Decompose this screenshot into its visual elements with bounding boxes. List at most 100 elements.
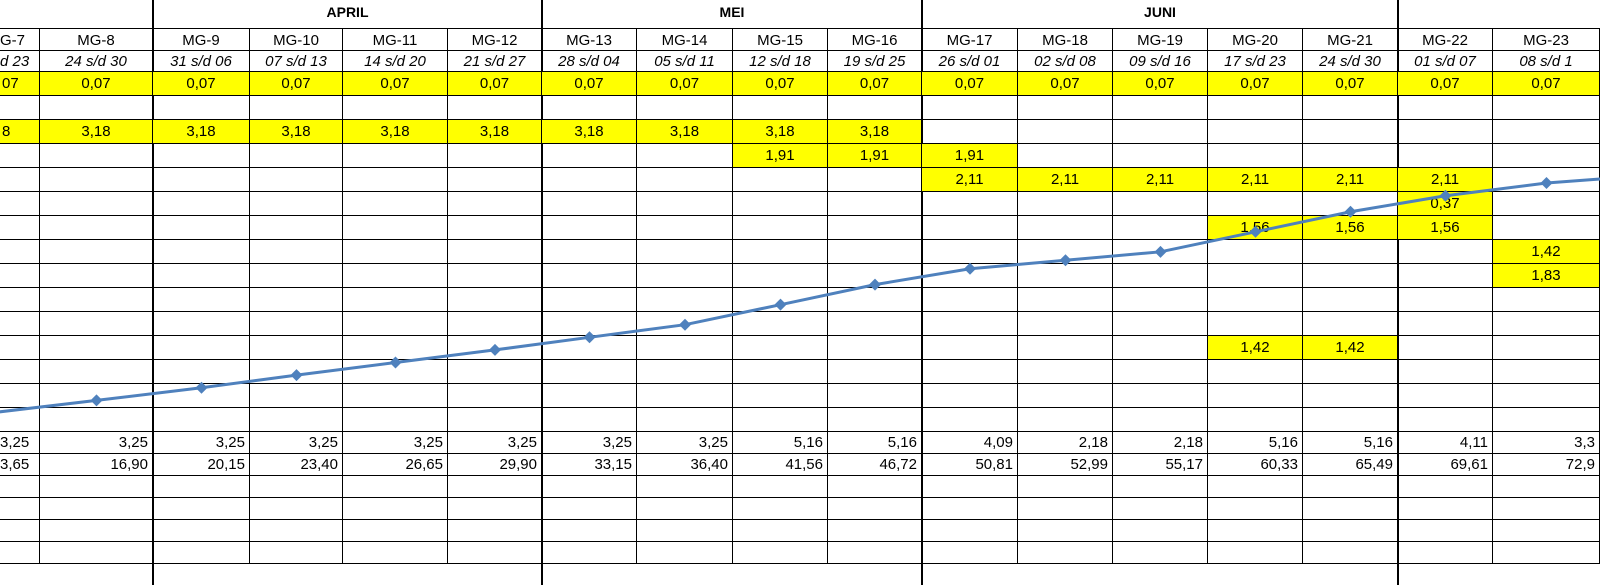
- schedule-cell: [1113, 96, 1208, 120]
- week-period: 21 s/d 27: [448, 51, 542, 72]
- weekly-total: 3,3: [1493, 432, 1600, 454]
- empty-cell: [1018, 520, 1113, 542]
- week-code-header: MG-10: [250, 29, 343, 51]
- schedule-cell: [922, 96, 1018, 120]
- empty-cell: [542, 476, 637, 498]
- schedule-cell: [922, 240, 1018, 264]
- month-label: JUNI: [1144, 4, 1176, 20]
- schedule-cell: [1398, 240, 1493, 264]
- schedule-cell: [40, 288, 153, 312]
- schedule-cell: [1208, 240, 1303, 264]
- week-code-header: MG-19: [1113, 29, 1208, 51]
- schedule-cell: [153, 264, 250, 288]
- schedule-cell: [40, 96, 153, 120]
- week-period: d 23: [0, 51, 40, 72]
- cumulative-total: 65,49: [1303, 454, 1398, 476]
- empty-cell: [1018, 542, 1113, 564]
- schedule-cell: [343, 168, 448, 192]
- schedule-cell: [250, 408, 343, 432]
- week-code-header: MG-8: [40, 29, 153, 51]
- schedule-cell: [250, 312, 343, 336]
- work-item-weight: 3,18: [733, 120, 828, 144]
- schedule-cell: [153, 408, 250, 432]
- empty-cell: [40, 520, 153, 542]
- schedule-cell: [542, 168, 637, 192]
- schedule-cell: [0, 408, 40, 432]
- schedule-cell: [1398, 120, 1493, 144]
- work-item-weight: 1,42: [1493, 240, 1600, 264]
- work-item-weight: 1,91: [922, 144, 1018, 168]
- schedule-cell: [1398, 264, 1493, 288]
- work-item-weight: 3,18: [250, 120, 343, 144]
- empty-cell: [1303, 542, 1398, 564]
- week-period: 05 s/d 11: [637, 51, 733, 72]
- schedule-cell: [542, 192, 637, 216]
- weekly-total: 3,25: [40, 432, 153, 454]
- empty-cell: [1113, 542, 1208, 564]
- work-item-weight: 1,56: [1303, 216, 1398, 240]
- empty-cell: [153, 520, 250, 542]
- schedule-cell: [637, 240, 733, 264]
- schedule-cell: [250, 192, 343, 216]
- schedule-cell: [1018, 288, 1113, 312]
- schedule-cell: [1208, 288, 1303, 312]
- schedule-cell: [153, 336, 250, 360]
- schedule-cell: [250, 240, 343, 264]
- empty-cell: [1113, 498, 1208, 520]
- empty-cell: [153, 542, 250, 564]
- week-period: 24 s/d 30: [1303, 51, 1398, 72]
- weekly-total: 3,25: [250, 432, 343, 454]
- schedule-cell: [343, 216, 448, 240]
- schedule-cell: [1303, 264, 1398, 288]
- empty-cell: [40, 542, 153, 564]
- empty-cell: [733, 542, 828, 564]
- schedule-cell: [637, 384, 733, 408]
- schedule-cell: [1113, 408, 1208, 432]
- work-item-weight: 1,83: [1493, 264, 1600, 288]
- schedule-cell: [1018, 264, 1113, 288]
- schedule-cell: [343, 96, 448, 120]
- schedule-cell: [448, 240, 542, 264]
- empty-cell: [733, 520, 828, 542]
- empty-cell: [250, 520, 343, 542]
- schedule-cell: [250, 216, 343, 240]
- cumulative-total: 3,65: [0, 454, 40, 476]
- week-period: 07 s/d 13: [250, 51, 343, 72]
- work-item-weight: 0,07: [1208, 72, 1303, 96]
- cumulative-total: 36,40: [637, 454, 733, 476]
- schedule-cell: [1113, 192, 1208, 216]
- schedule-cell: [637, 288, 733, 312]
- schedule-cell: [1018, 96, 1113, 120]
- schedule-cell: [0, 96, 40, 120]
- week-period: 09 s/d 16: [1113, 51, 1208, 72]
- schedule-cell: [1493, 192, 1600, 216]
- weekly-total: 3,25: [153, 432, 250, 454]
- schedule-cell: [733, 240, 828, 264]
- schedule-cell: [1398, 96, 1493, 120]
- week-period: 17 s/d 23: [1208, 51, 1303, 72]
- schedule-cell: [922, 192, 1018, 216]
- empty-cell: [828, 520, 922, 542]
- schedule-cell: [1493, 408, 1600, 432]
- schedule-cell: [733, 312, 828, 336]
- work-item-weight: 1,42: [1208, 336, 1303, 360]
- schedule-cell: [542, 216, 637, 240]
- schedule-cell: [250, 96, 343, 120]
- schedule-cell: [1493, 216, 1600, 240]
- work-item-weight: 0,07: [637, 72, 733, 96]
- schedule-cell: [637, 408, 733, 432]
- schedule-cell: [1493, 384, 1600, 408]
- schedule-cell: [40, 360, 153, 384]
- empty-cell: [542, 498, 637, 520]
- schedule-cell: [1398, 384, 1493, 408]
- schedule-cell: [448, 192, 542, 216]
- work-item-weight: 1,42: [1303, 336, 1398, 360]
- schedule-cell: [828, 168, 922, 192]
- weekly-total: 5,16: [1208, 432, 1303, 454]
- schedule-cell: [828, 360, 922, 384]
- work-item-weight: 2,11: [922, 168, 1018, 192]
- weekly-total: 3,25: [448, 432, 542, 454]
- cumulative-total: 55,17: [1113, 454, 1208, 476]
- schedule-cell: [1303, 144, 1398, 168]
- cumulative-total: 23,40: [250, 454, 343, 476]
